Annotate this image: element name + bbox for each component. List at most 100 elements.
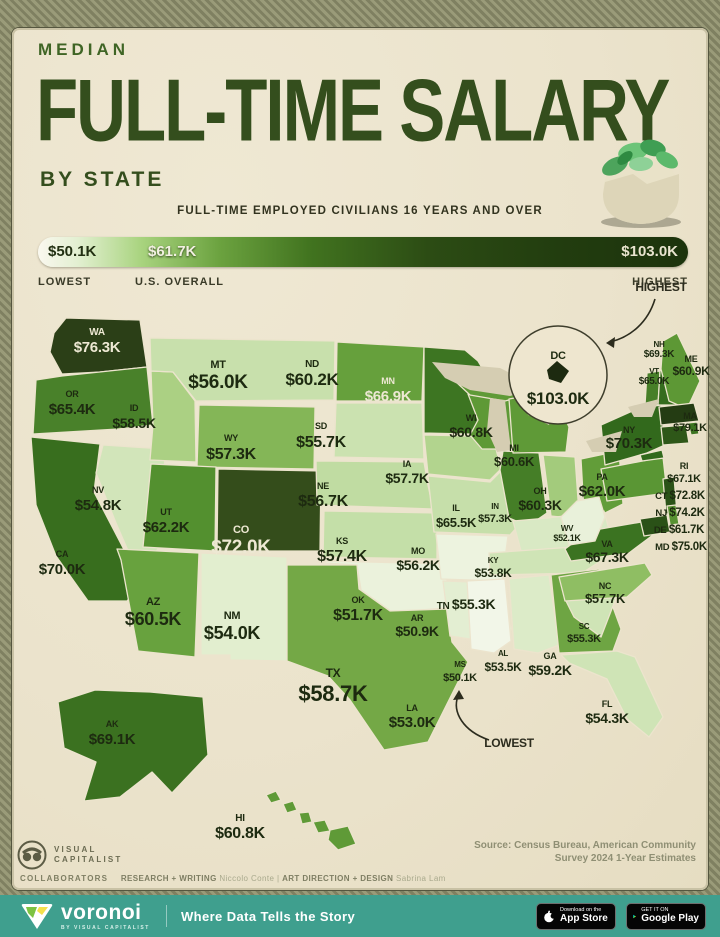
state-shape-mt bbox=[149, 337, 336, 402]
state-shape-nm bbox=[200, 552, 288, 662]
state-abbr-ne: NE bbox=[317, 481, 329, 491]
google-play-badge[interactable]: GET IT ON Google Play bbox=[626, 902, 706, 930]
state-value-mo: $56.2K bbox=[396, 557, 440, 573]
state-label-nj: NJ $74.2K bbox=[655, 507, 705, 519]
state-abbr-oh: OH bbox=[534, 486, 547, 496]
state-shape-de bbox=[666, 504, 680, 526]
arrow-to-ms bbox=[455, 695, 490, 741]
state-value-dc: $103.0K bbox=[527, 389, 590, 408]
annotation-highest: HIGHEST bbox=[635, 280, 687, 294]
state-value-ga: $59.2K bbox=[528, 662, 572, 678]
state-value-wi: $60.8K bbox=[449, 424, 493, 440]
state-value-nd: $60.2K bbox=[285, 370, 339, 389]
app-store-badge[interactable]: Download on the App Store bbox=[536, 902, 616, 930]
state-value-ak: $69.1K bbox=[89, 731, 136, 748]
money-egg-illustration bbox=[601, 139, 681, 228]
state-shape-az bbox=[116, 548, 200, 658]
state-abbr-ks: KS bbox=[336, 536, 348, 546]
state-abbr-sd: SD bbox=[315, 421, 328, 431]
subtitle-by-state: BY STATE bbox=[40, 168, 165, 191]
state-shape-ct bbox=[660, 424, 690, 446]
state-abbr-ga: GA bbox=[544, 651, 558, 661]
page-title: FULL-TIME SALARY bbox=[36, 61, 670, 160]
state-abbr-in: IN bbox=[491, 502, 499, 511]
state-abbr-va: VA bbox=[601, 539, 613, 549]
state-abbr-az: AZ bbox=[146, 596, 161, 608]
great-lake-1 bbox=[487, 398, 511, 452]
state-abbr-ca: CA bbox=[56, 549, 69, 559]
state-value-ok: $51.7K bbox=[333, 607, 384, 624]
state-abbr-sc: SC bbox=[579, 622, 590, 631]
state-value-sd: $55.7K bbox=[296, 434, 347, 451]
state-value-ma: $79.1K bbox=[673, 422, 707, 434]
state-abbr-ms: MS bbox=[454, 660, 466, 669]
state-value-la: $53.0K bbox=[389, 714, 436, 731]
state-abbr-hi: HI bbox=[235, 813, 245, 824]
legend-lowest-label: LOWEST bbox=[38, 276, 92, 288]
legend-highest-label: HIGHEST bbox=[632, 276, 688, 288]
state-abbr-ky: KY bbox=[488, 556, 499, 565]
state-shape-md bbox=[639, 514, 671, 537]
state-abbr-mn: MN bbox=[381, 376, 394, 386]
arrow-to-dc bbox=[609, 298, 656, 343]
state-abbr-ut: UT bbox=[160, 507, 172, 517]
state-abbr-nm: NM bbox=[224, 610, 241, 622]
apple-icon bbox=[544, 910, 555, 923]
state-value-nv: $54.8K bbox=[75, 497, 122, 514]
state-value-ms: $50.1K bbox=[443, 672, 477, 684]
state-shape-ut bbox=[142, 463, 217, 552]
state-abbr-wv: WV bbox=[561, 524, 574, 533]
state-shape-ak bbox=[57, 689, 209, 802]
footer-divider bbox=[165, 905, 167, 927]
state-shape-nd bbox=[335, 341, 425, 402]
state-abbr-la: LA bbox=[406, 703, 418, 713]
state-shape-tx bbox=[286, 564, 469, 751]
state-label-de: DE $61.7K bbox=[654, 524, 705, 536]
state-shape-ny bbox=[639, 449, 665, 462]
state-abbr-id: ID bbox=[130, 403, 139, 413]
great-lake-3 bbox=[586, 431, 622, 452]
state-abbr-nv: NV bbox=[92, 485, 104, 495]
source-note: Source: Census Bureau, American Communit… bbox=[474, 840, 696, 864]
state-value-ia: $57.7K bbox=[385, 470, 429, 486]
state-abbr-mo: MO bbox=[411, 546, 425, 556]
state-shape-wv bbox=[560, 496, 606, 546]
google-play-icon bbox=[633, 914, 637, 918]
state-value-ar: $50.9K bbox=[395, 623, 439, 639]
state-shape-nc bbox=[558, 562, 653, 602]
kicker-median: MEDIAN bbox=[38, 40, 130, 59]
state-value-mi: $60.6K bbox=[494, 454, 535, 469]
state-abbr-wa: WA bbox=[89, 327, 105, 338]
state-value-fl: $54.3K bbox=[585, 710, 629, 726]
credit-name-writing: Niccolo Conte bbox=[219, 874, 275, 883]
state-abbr-wy: WY bbox=[224, 433, 238, 443]
arrowhead-to-ms bbox=[453, 690, 464, 700]
state-shape-ks bbox=[322, 510, 438, 560]
state-value-wy: $57.3K bbox=[206, 446, 257, 463]
state-abbr-pa: PA bbox=[596, 472, 608, 482]
voronoi-byline: BY VISUAL CAPITALIST bbox=[61, 924, 150, 931]
state-value-or: $65.4K bbox=[49, 401, 96, 418]
state-abbr-al: AL bbox=[498, 649, 508, 658]
state-value-ks: $57.4K bbox=[317, 548, 368, 565]
legend-overall-label: U.S. OVERALL bbox=[135, 276, 225, 288]
state-value-ny: $70.3K bbox=[606, 435, 653, 452]
state-value-co: $72.0K bbox=[211, 537, 271, 558]
state-shape-dc bbox=[547, 361, 569, 383]
state-value-nh: $69.3K bbox=[644, 349, 676, 360]
state-value-sc: $55.3K bbox=[567, 633, 601, 645]
state-abbr-ia: IA bbox=[403, 459, 412, 469]
state-shape-hi bbox=[298, 811, 313, 825]
state-value-al: $53.5K bbox=[485, 660, 523, 674]
state-abbr-co: CO bbox=[233, 524, 250, 536]
legend-overall-value: $61.7K bbox=[148, 243, 197, 260]
state-value-ky: $53.8K bbox=[475, 566, 513, 580]
state-shape-hi bbox=[312, 819, 331, 834]
state-abbr-ri: RI bbox=[680, 461, 688, 471]
state-abbr-ak: AK bbox=[106, 719, 119, 729]
state-abbr-nh: NH bbox=[654, 340, 665, 349]
state-abbr-mi: MI bbox=[509, 443, 518, 453]
state-value-mt: $56.0K bbox=[188, 372, 248, 393]
description-line: FULL-TIME EMPLOYED CIVILIANS 16 YEARS AN… bbox=[177, 205, 543, 217]
state-shape-fl bbox=[560, 650, 664, 738]
